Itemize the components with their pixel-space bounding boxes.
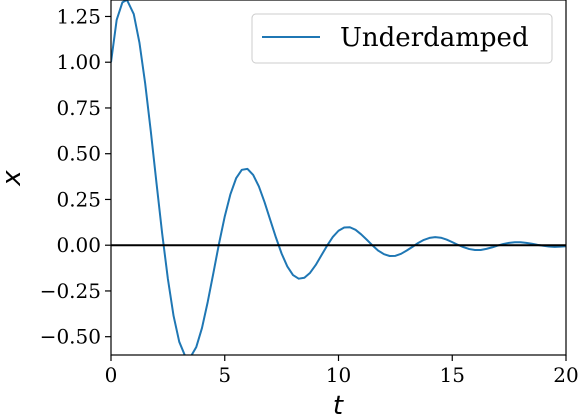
x-tick-label: 10 — [326, 363, 351, 387]
legend-box — [251, 13, 553, 64]
y-tick-label: 0.00 — [56, 233, 101, 257]
y-tick-label: −0.50 — [40, 325, 101, 349]
x-tick-label: 0 — [105, 363, 118, 387]
x-tick-label: 15 — [440, 363, 465, 387]
y-tick-label: 1.25 — [56, 4, 101, 28]
y-tick-label: −0.25 — [40, 279, 101, 303]
y-tick-label: 0.25 — [56, 187, 101, 211]
series-line-underdamped — [111, 0, 566, 355]
legend-label-underdamped: Underdamped — [340, 23, 529, 53]
y-axis-label: x — [0, 170, 27, 187]
y-tick-label: 0.50 — [56, 142, 101, 166]
x-axis-label: t — [333, 391, 344, 420]
legend: Underdamped — [251, 13, 553, 64]
series-layer — [111, 0, 566, 355]
y-tick-label: 0.75 — [56, 96, 101, 120]
y-axis: −0.50 −0.25 0.00 0.25 0.50 0.75 1.00 1.25 — [40, 4, 111, 349]
y-tick-label: 1.00 — [56, 50, 101, 74]
x-tick-label: 5 — [218, 363, 231, 387]
x-axis: 0 5 10 15 20 — [105, 355, 579, 387]
x-tick-label: 20 — [553, 363, 578, 387]
